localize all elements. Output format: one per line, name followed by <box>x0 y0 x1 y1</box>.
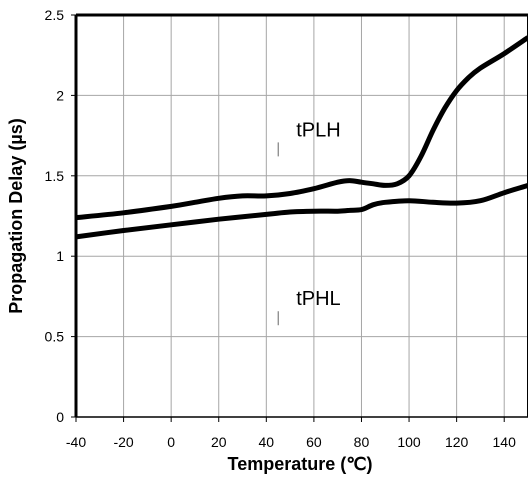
series-layer <box>75 35 528 240</box>
x-tick-label: 40 <box>259 434 275 450</box>
y-axis-title: Propagation Delay (µs) <box>6 118 26 313</box>
x-tick-label: -40 <box>66 434 86 450</box>
series-line-tplh <box>75 35 528 221</box>
x-tick-label: 140 <box>493 434 517 450</box>
annotation-layer: tPLH tPHL <box>277 119 341 326</box>
annotation-label-tplh: tPLH <box>296 119 340 141</box>
tick-label-layer: 0 0.5 1 1.5 2 2.5 -40 -20 0 20 40 60 80 100 120 140 <box>45 7 517 450</box>
x-axis-title: Temperature (℃) <box>228 454 373 474</box>
annotation-label-tphl: tPHL <box>296 288 340 310</box>
y-tick-label: 2 <box>56 87 64 103</box>
y-tick-label: 0.5 <box>45 329 65 345</box>
plot-frame-layer <box>71 13 528 422</box>
grid-layer <box>76 15 528 417</box>
x-tick-label: 80 <box>354 434 370 450</box>
x-tick-label: 100 <box>397 434 421 450</box>
x-tick-label: 20 <box>211 434 227 450</box>
series-line-tphl <box>75 183 528 240</box>
x-tick-label: 120 <box>445 434 469 450</box>
y-tick-label: 0 <box>56 409 64 425</box>
y-tick-label: 1.5 <box>45 168 65 184</box>
y-tick-label: 1 <box>56 248 64 264</box>
y-tick-label: 2.5 <box>45 7 65 23</box>
x-tick-label: -20 <box>113 434 133 450</box>
x-tick-label: 0 <box>167 434 175 450</box>
x-tick-label: 60 <box>306 434 322 450</box>
